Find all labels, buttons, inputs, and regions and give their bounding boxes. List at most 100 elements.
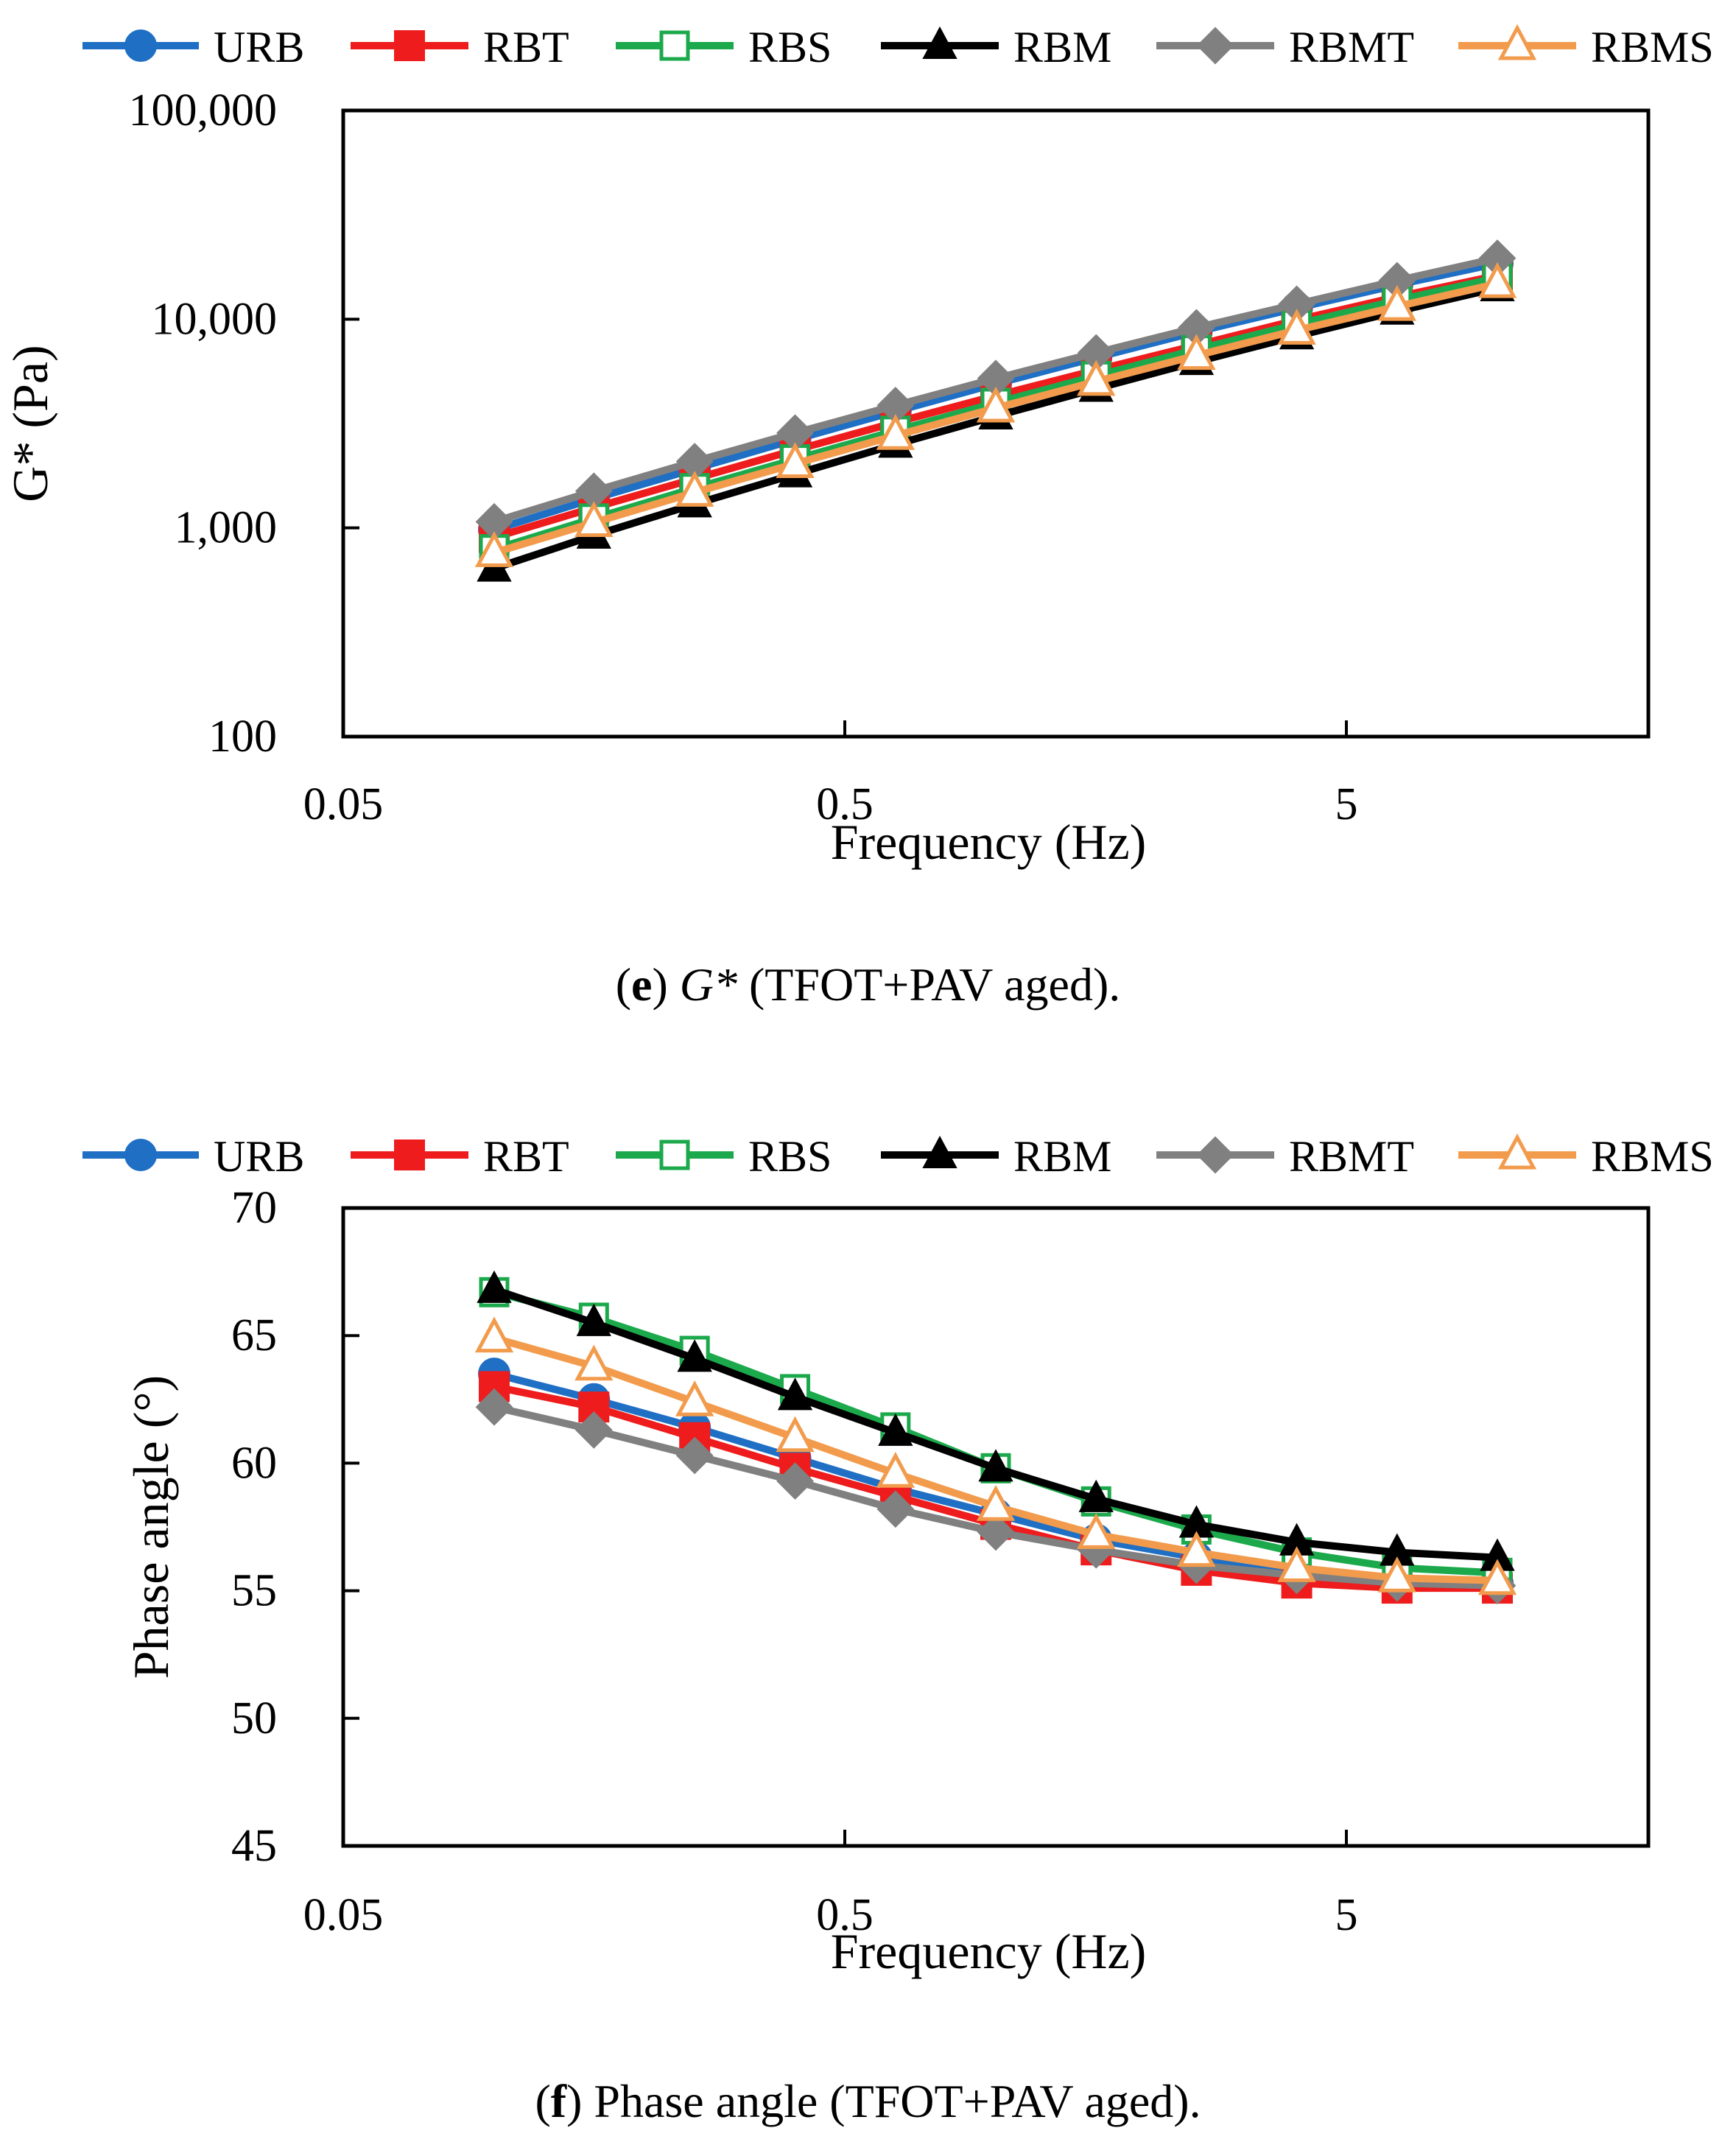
legend-item-rbm: RBM: [881, 1132, 1111, 1181]
data-point-rbms: [1277, 309, 1316, 345]
legend-label: RBS: [748, 23, 832, 71]
y-tick-label: 45: [231, 1821, 277, 1871]
legend: URB RBT RBS RBM RBMT RBMS: [82, 1132, 1714, 1181]
legend-item-rbm: RBM: [881, 23, 1111, 71]
legend-swatch-marker: [1196, 27, 1234, 65]
data-point-rbm: [878, 1413, 913, 1446]
y-tick-label: 10,000: [152, 294, 278, 344]
legend-item-rbt: RBT: [351, 1132, 569, 1181]
data-point-rbms: [876, 414, 915, 450]
data-point-rbmt: [574, 1411, 613, 1449]
series-rbmt: [475, 239, 1517, 541]
legend-swatch-marker: [394, 1140, 425, 1170]
legend-item-urb: URB: [82, 1132, 304, 1181]
y-tick-label: 60: [231, 1438, 277, 1488]
data-point-rbm: [1078, 1479, 1114, 1512]
legend-label: RBMT: [1289, 1132, 1414, 1181]
legend-swatch-marker: [394, 30, 425, 61]
plot-frame: [341, 1206, 1651, 1848]
y-tick-label: 50: [231, 1693, 277, 1744]
data-point-rbmt: [776, 1462, 814, 1500]
plot-frame: [341, 108, 1651, 739]
legend-swatch-marker: [1497, 1133, 1537, 1170]
data-point-rbms: [1077, 1513, 1116, 1549]
caption-f-label: f: [550, 2075, 567, 2127]
caption-f-text: Phase angle (TFOT+PAV aged).: [582, 2075, 1201, 2127]
data-point-rbm: [777, 1377, 813, 1411]
data-point-rbms: [1277, 1546, 1316, 1582]
y-tick-label: 65: [231, 1310, 277, 1360]
data-point-rbms: [574, 1344, 614, 1381]
legend-item-rbms: RBMS: [1458, 23, 1714, 71]
legend-swatch-marker: [659, 1140, 690, 1170]
data-point-rbms: [1477, 1559, 1517, 1595]
series-rbms: [474, 261, 1517, 567]
data-point-rbms: [976, 386, 1016, 423]
chart-f: 0.05 0.5 5 45 50 55 60 65 70 Frequency (Hz) Phase …: [82, 1132, 1714, 1979]
legend-swatch-marker: [922, 1135, 957, 1168]
legend: URB RBT RBS RBM RBMT RBMS: [82, 23, 1714, 71]
legend-label: RBMS: [1591, 23, 1714, 71]
legend-item-rbs: RBS: [616, 23, 832, 71]
legend-label: RBT: [483, 1132, 569, 1181]
y-tick-label: 100,000: [129, 85, 278, 136]
y-tick-label: 55: [231, 1566, 277, 1616]
data-point-rbms: [1177, 1531, 1216, 1567]
y-tick-label: 100: [208, 712, 277, 762]
legend-label: RBM: [1013, 23, 1111, 71]
data-point-rbmt: [475, 1388, 513, 1426]
chart-e: 0.05 0.5 5 100 1,000 10,000 100,000 Frequency (…: [2, 23, 1714, 870]
legend-swatch-marker: [1497, 24, 1537, 60]
x-tick-label: 0.5: [816, 779, 874, 829]
data-point-rbms: [675, 1380, 714, 1416]
data-point-rbms: [1077, 359, 1116, 396]
legend-item-urb: URB: [82, 23, 304, 71]
legend-swatch-marker: [1196, 1136, 1234, 1174]
data-point-rbm: [477, 1270, 512, 1303]
data-point-rbmt: [876, 1490, 915, 1528]
legend-swatch-marker: [659, 30, 690, 61]
x-axis-label: Frequency (Hz): [831, 1923, 1147, 1979]
legend-label: RBS: [748, 1132, 832, 1181]
data-point-rbms: [1477, 261, 1517, 298]
caption-e-symbol: G*: [679, 958, 737, 1011]
legend-item-rbmt: RBMT: [1156, 1132, 1414, 1181]
x-tick-label: 5: [1335, 779, 1357, 829]
x-tick-label: 0.5: [816, 1890, 874, 1940]
caption-e-label: e: [631, 958, 653, 1011]
data-point-rbm: [978, 1449, 1013, 1482]
y-tick-label: 1,000: [175, 503, 278, 553]
legend-item-rbt: RBT: [351, 23, 569, 71]
legend-label: URB: [214, 1132, 304, 1181]
legend-swatch-marker: [922, 26, 957, 59]
y-tick-label: 70: [231, 1183, 277, 1233]
y-axis-label: G* (Pa): [2, 345, 58, 502]
legend-swatch-marker: [124, 29, 157, 62]
data-point-rbms: [675, 471, 714, 507]
caption-f: (f) Phase angle (TFOT+PAV aged).: [535, 2075, 1201, 2127]
x-tick-label: 5: [1335, 1890, 1357, 1940]
data-point-rbms: [776, 1416, 815, 1453]
legend-label: RBMS: [1591, 1132, 1714, 1181]
data-point-rbms: [876, 1451, 915, 1488]
data-point-rbmt: [977, 1513, 1015, 1551]
data-point-rbm: [576, 1303, 611, 1336]
data-point-rbm: [677, 1339, 712, 1372]
data-point-rbmt: [675, 1436, 714, 1475]
data-point-rbms: [776, 442, 815, 479]
legend-item-rbmt: RBMT: [1156, 23, 1414, 71]
caption-e-text: (TFOT+PAV aged).: [737, 958, 1121, 1011]
caption-e: (e) G* (TFOT+PAV aged).: [615, 958, 1121, 1011]
legend-label: RBMT: [1289, 23, 1414, 71]
data-point-rbms: [1377, 284, 1416, 321]
data-point-rbms: [474, 1316, 514, 1353]
data-point-rbms: [1377, 1556, 1416, 1593]
x-tick-label: 0.05: [303, 1890, 384, 1940]
series-rbm: [477, 1270, 1515, 1571]
data-point-rbms: [474, 531, 514, 567]
x-tick-label: 0.05: [303, 779, 384, 829]
legend-item-rbs: RBS: [616, 1132, 832, 1181]
legend-swatch-marker: [124, 1139, 157, 1171]
x-axis-label: Frequency (Hz): [831, 814, 1147, 870]
